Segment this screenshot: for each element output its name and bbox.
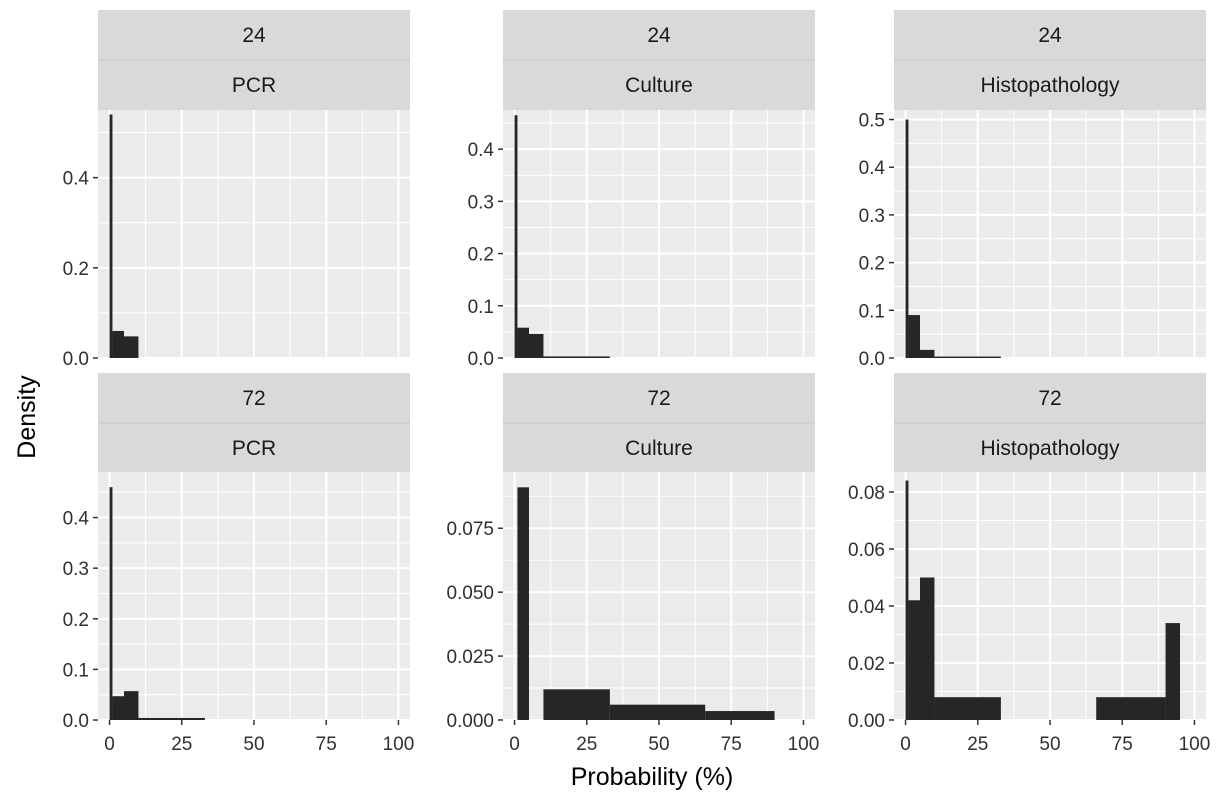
y-tick-label: 0.4 bbox=[859, 158, 886, 179]
histogram-bar bbox=[908, 315, 920, 358]
x-tick-label: 75 bbox=[1112, 734, 1133, 755]
histogram-bar bbox=[920, 577, 935, 720]
histogram-bar bbox=[543, 689, 610, 720]
facet-label-test: Culture bbox=[625, 74, 693, 97]
histogram-bar bbox=[1165, 623, 1180, 720]
y-tick-label: 0.0 bbox=[63, 349, 89, 370]
histogram-bar bbox=[905, 480, 909, 720]
y-tick-label: 0.2 bbox=[63, 610, 89, 631]
facet-label-time: 24 bbox=[242, 24, 266, 47]
histogram-bar bbox=[905, 119, 909, 359]
facet-panel: 24 PCR 0.0 0.2 0.4 bbox=[63, 10, 410, 370]
y-axis-title: Density bbox=[13, 375, 41, 459]
y-tick-label: 0.0 bbox=[63, 711, 89, 732]
y-tick-label: 0.1 bbox=[859, 301, 885, 322]
x-tick-label: 75 bbox=[316, 734, 337, 755]
x-tick-label: 50 bbox=[648, 734, 669, 755]
facet-label-test: PCR bbox=[232, 437, 276, 460]
facet-panel: 24 Histopathology 0.0 0.1 0.2 0.3 0.4 0.5 bbox=[859, 10, 1206, 370]
y-tick-label: 0.025 bbox=[446, 647, 494, 668]
y-tick-label: 0.3 bbox=[63, 559, 89, 580]
histogram-bar bbox=[517, 487, 529, 720]
x-tick-label: 25 bbox=[171, 734, 192, 755]
y-tick-label: 0.000 bbox=[446, 711, 494, 732]
histogram-bar bbox=[609, 704, 706, 720]
histogram-bar bbox=[934, 697, 1001, 720]
y-tick-label: 0.5 bbox=[859, 111, 885, 132]
histogram-bar bbox=[138, 717, 205, 720]
facet-label-time: 72 bbox=[1038, 387, 1061, 410]
x-tick-label: 0 bbox=[900, 734, 911, 755]
facet-label-test: Histopathology bbox=[981, 437, 1120, 460]
x-tick-label: 50 bbox=[243, 734, 264, 755]
y-tick-label: 0.1 bbox=[468, 297, 494, 318]
facet-panel: 72 PCR 0.0 0.1 0.2 0.3 0.4 0 25 50 75 100 bbox=[63, 373, 415, 755]
histogram-bar bbox=[1096, 697, 1166, 720]
histogram-bar bbox=[705, 711, 775, 720]
x-tick-label: 50 bbox=[1039, 734, 1060, 755]
histogram-bar bbox=[920, 349, 935, 358]
x-tick-label: 0 bbox=[104, 734, 115, 755]
y-tick-label: 0.2 bbox=[859, 254, 885, 275]
histogram-bar bbox=[517, 327, 529, 358]
facet-label-test: Histopathology bbox=[981, 74, 1120, 97]
y-tick-label: 0.00 bbox=[848, 711, 885, 732]
y-tick-label: 0.02 bbox=[848, 654, 885, 675]
x-tick-label: 25 bbox=[967, 734, 988, 755]
y-tick-label: 0.1 bbox=[63, 660, 89, 681]
x-axis-title: Probability (%) bbox=[571, 763, 734, 791]
y-tick-label: 0.04 bbox=[848, 597, 885, 618]
facet-panel: 72 Histopathology 0.00 0.02 0.04 0.06 0.08 0 25 5… bbox=[848, 373, 1210, 755]
x-tick-label: 0 bbox=[509, 734, 520, 755]
y-tick-label: 0.08 bbox=[848, 483, 885, 504]
y-tick-label: 0.050 bbox=[446, 583, 494, 604]
y-tick-label: 0.0 bbox=[468, 349, 494, 370]
facet-label-time: 72 bbox=[242, 387, 265, 410]
histogram-bar bbox=[112, 330, 124, 358]
facet-panel: 24 Culture 0.0 0.1 0.2 0.3 0.4 bbox=[468, 10, 815, 370]
facet-panel: 72 Culture 0.000 0.025 0.050 0.075 0 25 50 75 100 bbox=[446, 373, 819, 755]
y-tick-label: 0.0 bbox=[859, 349, 885, 370]
histogram-bar bbox=[109, 114, 113, 358]
x-tick-label: 100 bbox=[788, 734, 820, 755]
x-tick-label: 75 bbox=[721, 734, 742, 755]
histogram-bar bbox=[109, 487, 113, 720]
y-tick-label: 0.4 bbox=[63, 509, 90, 530]
y-tick-label: 0.2 bbox=[63, 259, 89, 280]
facet-label-test: PCR bbox=[232, 74, 276, 97]
histogram-bar bbox=[112, 696, 124, 720]
y-tick-label: 0.2 bbox=[468, 245, 494, 266]
facet-label-time: 24 bbox=[647, 24, 671, 47]
histogram-bar bbox=[543, 356, 610, 358]
x-tick-label: 25 bbox=[576, 734, 597, 755]
y-tick-label: 0.3 bbox=[859, 206, 885, 227]
histogram-bar bbox=[529, 333, 544, 358]
facet-label-time: 24 bbox=[1038, 24, 1062, 47]
histogram-bar bbox=[934, 356, 1001, 358]
histogram-bar bbox=[124, 691, 139, 720]
x-tick-label: 100 bbox=[383, 734, 415, 755]
y-tick-label: 0.075 bbox=[446, 519, 494, 540]
x-tick-label: 100 bbox=[1179, 734, 1211, 755]
facet-panels: 24PCR0.00.20.424Culture0.00.10.20.30.424… bbox=[63, 10, 1210, 755]
facet-label-test: Culture bbox=[625, 437, 693, 460]
y-tick-label: 0.4 bbox=[468, 140, 495, 161]
histogram-bar bbox=[514, 115, 518, 358]
y-tick-label: 0.3 bbox=[468, 192, 494, 213]
histogram-bar bbox=[908, 600, 920, 720]
histogram-bar bbox=[124, 336, 139, 358]
y-tick-label: 0.06 bbox=[848, 540, 885, 561]
y-tick-label: 0.4 bbox=[63, 169, 90, 190]
facet-label-time: 72 bbox=[647, 387, 670, 410]
